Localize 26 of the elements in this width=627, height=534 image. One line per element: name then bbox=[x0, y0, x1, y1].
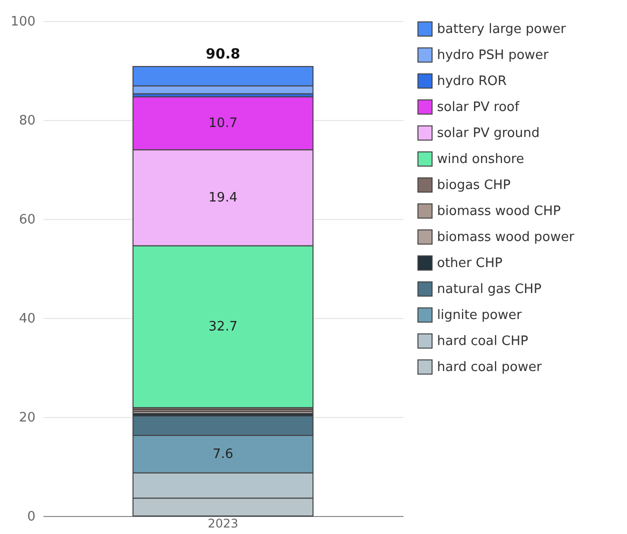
data-label: 32.7 bbox=[208, 320, 238, 335]
legend-label: biogas CHP bbox=[437, 178, 511, 193]
y-tick-label: 0 bbox=[27, 510, 36, 524]
legend-label: solar PV roof bbox=[437, 100, 520, 115]
y-tick-label: 80 bbox=[18, 114, 36, 128]
data-label: 19.4 bbox=[208, 190, 238, 206]
legend-label: wind onshore bbox=[437, 152, 524, 167]
y-tick-label: 40 bbox=[18, 312, 36, 326]
legend-label: biomass wood CHP bbox=[437, 204, 561, 219]
y-tick-label: 60 bbox=[18, 212, 36, 228]
data-label: 10.7 bbox=[208, 116, 238, 132]
legend-label: hydro PSH power bbox=[437, 48, 550, 63]
legend-label: solar PV ground bbox=[437, 126, 540, 141]
legend-label: natural gas CHP bbox=[437, 282, 542, 297]
legend-label: other CHP bbox=[437, 256, 503, 271]
legend-label: hard coal power bbox=[437, 360, 542, 375]
data-label: 7.6 bbox=[212, 447, 234, 462]
legend-label: hard coal CHP bbox=[437, 334, 528, 349]
y-tick-label: 100 bbox=[10, 14, 36, 30]
legend-label: hydro ROR bbox=[437, 74, 507, 89]
total-label: 90.8 bbox=[206, 46, 240, 63]
x-tick-label: 2023 bbox=[208, 516, 238, 530]
y-tick-label: 20 bbox=[18, 410, 36, 426]
legend-label: biomass wood power bbox=[437, 230, 575, 245]
legend-label: lignite power bbox=[437, 308, 522, 323]
legend-label: battery large power bbox=[437, 22, 566, 37]
